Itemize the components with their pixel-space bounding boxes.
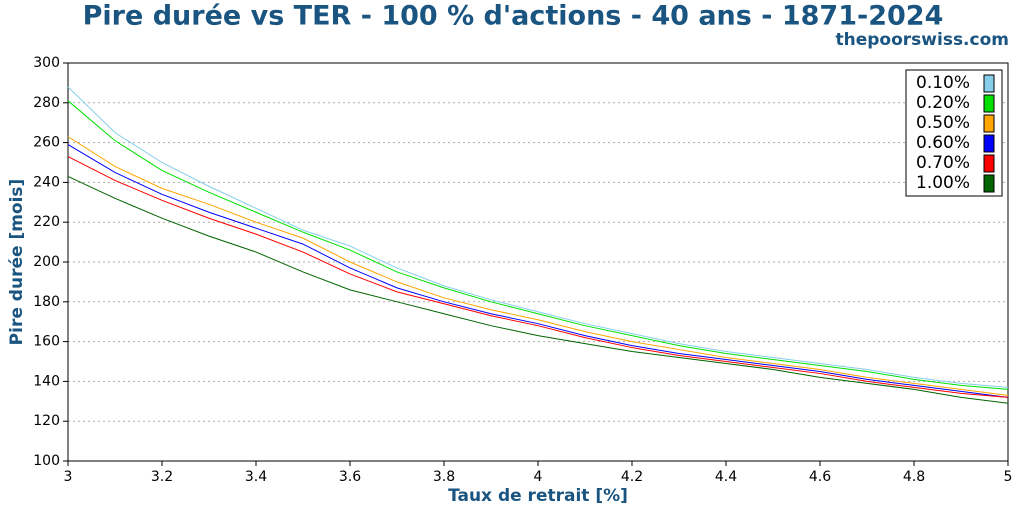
- legend-swatch: [983, 154, 995, 173]
- x-tick-label: 4.2: [621, 469, 643, 485]
- y-tick-label: 220: [33, 214, 60, 230]
- y-tick-label: 240: [33, 174, 60, 190]
- x-tick-label: 5: [1004, 469, 1013, 485]
- legend-label: 1.00%: [916, 173, 970, 193]
- x-tick-label: 4: [534, 469, 543, 485]
- line-series: [67, 144, 1009, 398]
- y-tick-label: 280: [33, 95, 60, 111]
- x-axis-label: Taux de retrait [%]: [448, 486, 628, 506]
- legend-swatch: [983, 174, 995, 193]
- y-tick-label: 100: [33, 453, 60, 469]
- legend-label: 0.70%: [916, 153, 970, 173]
- y-tick-label: 140: [33, 373, 60, 389]
- x-tick-label: 3.8: [433, 469, 455, 485]
- y-tick-label: 300: [33, 55, 60, 71]
- legend-label: 0.20%: [916, 93, 970, 113]
- legend-swatch: [983, 134, 995, 153]
- y-tick-label: 180: [33, 294, 60, 310]
- legend-swatch: [983, 114, 995, 133]
- y-tick-label: 200: [33, 254, 60, 270]
- legend-label: 0.10%: [916, 73, 970, 93]
- line-series: [67, 86, 1009, 388]
- legend-swatch: [983, 94, 995, 113]
- x-tick-label: 4.4: [715, 469, 737, 485]
- line-series: [67, 156, 1009, 398]
- plot-frame: [67, 62, 1009, 462]
- y-axis-label: Pire durée [mois]: [7, 179, 27, 346]
- legend-swatch: [983, 74, 995, 93]
- x-tick-label: 4.6: [809, 469, 831, 485]
- x-tick-label: 3: [64, 469, 73, 485]
- x-tick-label: 3.6: [339, 469, 361, 485]
- x-tick-label: 4.8: [903, 469, 925, 485]
- line-series: [67, 136, 1009, 396]
- y-tick-label: 120: [33, 413, 60, 429]
- legend-label: 0.50%: [916, 113, 970, 133]
- chart-subtitle: thepoorswiss.com: [836, 30, 1010, 50]
- x-tick-label: 3.2: [151, 469, 173, 485]
- line-series: [67, 175, 1009, 404]
- line-series: [67, 100, 1009, 390]
- y-tick-label: 260: [33, 135, 60, 151]
- y-tick-label: 160: [33, 334, 60, 350]
- legend-label: 0.60%: [916, 133, 970, 153]
- chart-title: Pire durée vs TER - 100 % d'actions - 40…: [83, 1, 944, 32]
- x-tick-label: 3.4: [245, 469, 267, 485]
